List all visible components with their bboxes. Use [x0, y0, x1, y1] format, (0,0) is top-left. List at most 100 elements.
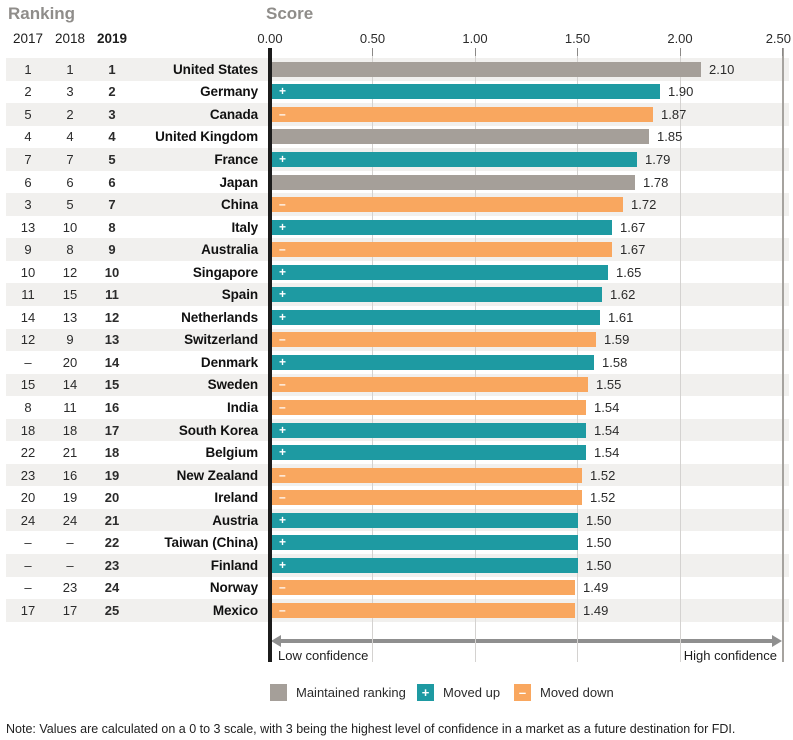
minus-icon: – — [279, 580, 286, 595]
score-value: 1.59 — [604, 332, 630, 348]
score-bar-cell: +1.50 — [272, 535, 789, 551]
rank-2018: 12 — [62, 264, 78, 280]
rank-2017: 7 — [24, 151, 32, 167]
score-bar-cell: – 1.54 — [272, 399, 789, 415]
country-name: Belgium — [205, 445, 258, 461]
country-row: – – 22 Taiwan (China) +1.50 — [6, 531, 789, 554]
country-row: 24 24 21 Austria +1.50 — [6, 508, 789, 532]
rank-2019: 10 — [104, 264, 120, 280]
rank-2019: 4 — [108, 129, 116, 145]
score-value: 1.54 — [594, 445, 620, 461]
country-name: India — [226, 399, 258, 415]
score-value: 1.54 — [594, 399, 620, 415]
plus-icon: + — [279, 445, 287, 460]
rank-2018: 1 — [66, 61, 74, 77]
rank-2018: 14 — [62, 377, 78, 393]
score-value: 1.49 — [583, 580, 609, 596]
score-bar-up: + — [272, 445, 586, 461]
country-row: – 20 14 Denmark +1.58 — [6, 351, 789, 374]
country-row: 11 15 11 Spain +1.62 — [6, 283, 789, 307]
legend-label: Maintained ranking — [296, 685, 406, 700]
rank-2018: 9 — [66, 332, 74, 348]
rank-2019: 5 — [108, 151, 116, 167]
rank-2017: 12 — [20, 332, 36, 348]
score-bar-cell: – 1.49 — [272, 580, 789, 596]
rank-2017: – — [24, 580, 32, 596]
country-row: – – 23 Finland +1.50 — [6, 554, 789, 577]
plus-icon: + — [279, 309, 287, 324]
country-name: Austria — [212, 512, 258, 528]
score-bar-cell: +1.67 — [272, 219, 789, 235]
rank-2019: 18 — [104, 445, 120, 461]
minus-icon: – — [279, 106, 286, 121]
score-value: 1.50 — [586, 557, 612, 573]
minus-icon: – — [279, 242, 286, 257]
rank-2018: 19 — [62, 490, 78, 506]
rank-2019: 2 — [108, 84, 116, 100]
rank-2017: 2 — [24, 84, 32, 100]
score-bar-cell: +1.54 — [272, 422, 789, 438]
rank-2017: 3 — [24, 197, 32, 213]
score-bar-cell: +1.50 — [272, 512, 789, 528]
rank-2019: 23 — [104, 557, 120, 573]
axis-tick — [577, 48, 578, 56]
rank-2019: 19 — [104, 467, 120, 483]
score-value: 1.61 — [608, 309, 634, 325]
country-name: Sweden — [207, 377, 259, 393]
rank-2018: 10 — [62, 219, 78, 235]
rank-2017: 24 — [20, 512, 36, 528]
legend-swatch-maintained — [270, 684, 287, 701]
rank-2019: 3 — [108, 106, 116, 122]
axis-tick-label: 2.50 — [765, 31, 791, 46]
score-bar-up: + — [272, 264, 608, 280]
country-row: 20 19 20 Ireland – 1.52 — [6, 486, 789, 509]
minus-icon: – — [279, 197, 286, 212]
legend-item-down: – Moved down — [514, 684, 614, 701]
country-name: United Kingdom — [155, 129, 258, 145]
score-value: 1.52 — [590, 467, 616, 483]
country-name: Japan — [219, 174, 258, 190]
score-bar-cell: +1.65 — [272, 264, 789, 280]
score-value: 2.10 — [709, 61, 735, 77]
axis-tick — [782, 48, 783, 56]
country-row: 3 5 7 China – 1.72 — [6, 193, 789, 216]
score-value: 1.65 — [616, 264, 642, 280]
country-name: Netherlands — [181, 309, 258, 325]
score-bar-maintained — [272, 129, 649, 145]
country-row: 22 21 18 Belgium +1.54 — [6, 441, 789, 464]
score-bar-cell: +1.54 — [272, 445, 789, 461]
country-row: 9 8 9 Australia – 1.67 — [6, 238, 789, 261]
score-bar-up: + — [272, 512, 578, 528]
score-bar-cell: – 1.72 — [272, 197, 789, 213]
rank-2019: 25 — [104, 602, 120, 618]
score-bar-up: + — [272, 309, 600, 325]
score-value: 1.62 — [610, 287, 636, 303]
score-bar-cell: 2.10 — [272, 61, 789, 77]
country-row: 18 18 17 South Korea +1.54 — [6, 418, 789, 442]
rank-2017: 10 — [20, 264, 36, 280]
country-row: 13 10 8 Italy +1.67 — [6, 216, 789, 239]
plus-icon: + — [279, 512, 287, 527]
country-name: United States — [173, 61, 258, 77]
plus-icon: + — [279, 264, 287, 279]
country-row: 10 12 10 Singapore +1.65 — [6, 261, 789, 284]
score-bar-up: + — [272, 151, 637, 167]
legend-label: Moved down — [540, 685, 614, 700]
rank-2019: 11 — [105, 287, 119, 303]
rank-2019: 8 — [108, 219, 116, 235]
country-row: 4 4 4 United Kingdom 1.85 — [6, 126, 789, 149]
arrow-right-head-icon — [772, 635, 782, 647]
rank-2019: 1 — [108, 61, 116, 77]
score-bar-maintained — [272, 61, 701, 77]
rank-2018: 11 — [63, 399, 77, 415]
country-row: 23 16 19 New Zealand – 1.52 — [6, 463, 789, 487]
score-bar-up: + — [272, 287, 602, 303]
plus-icon: + — [279, 557, 287, 572]
minus-icon: – — [279, 490, 286, 505]
score-value: 1.67 — [620, 242, 646, 258]
rank-2017: 8 — [24, 399, 32, 415]
rank-2018: 24 — [62, 512, 78, 528]
score-bar-cell: +1.62 — [272, 287, 789, 303]
country-row: 14 13 12 Netherlands +1.61 — [6, 306, 789, 329]
rank-2018: 15 — [62, 287, 78, 303]
